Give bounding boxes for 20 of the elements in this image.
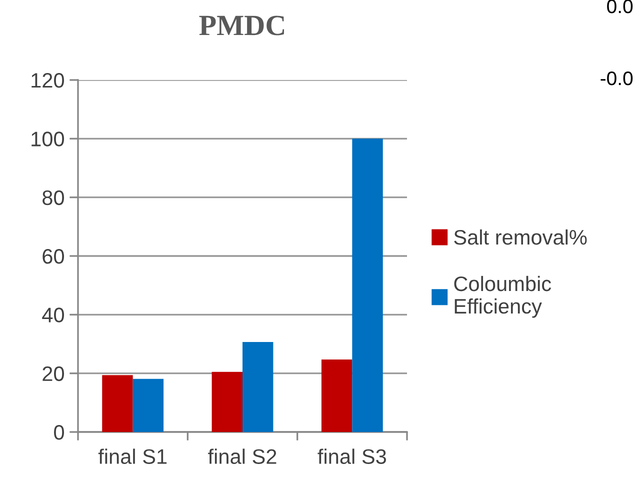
bar (132, 378, 164, 432)
x-tick-label: final S3 (318, 448, 386, 464)
x-tick-label: final S1 (98, 448, 167, 464)
legend-label: Coloumbic Efficiency (454, 276, 552, 318)
y-tick-label: 20 (42, 366, 64, 382)
y-tick-label: 60 (42, 249, 64, 264)
y-tick-label: 120 (32, 73, 64, 88)
text: -0.0 (600, 71, 633, 86)
x-tick-label: final S2 (208, 448, 276, 464)
legend-label: Salt removal% (454, 229, 587, 245)
bar (242, 342, 274, 432)
y-tick-label: 40 (42, 308, 64, 322)
bar (321, 360, 352, 432)
bar (102, 375, 133, 432)
bar (352, 138, 383, 432)
y-tick-label: 0 (54, 425, 64, 440)
y-tick-label: 80 (42, 190, 64, 206)
chart-title: PMDC (199, 16, 284, 36)
bar (212, 372, 242, 432)
y-tick-label: 100 (32, 132, 64, 146)
